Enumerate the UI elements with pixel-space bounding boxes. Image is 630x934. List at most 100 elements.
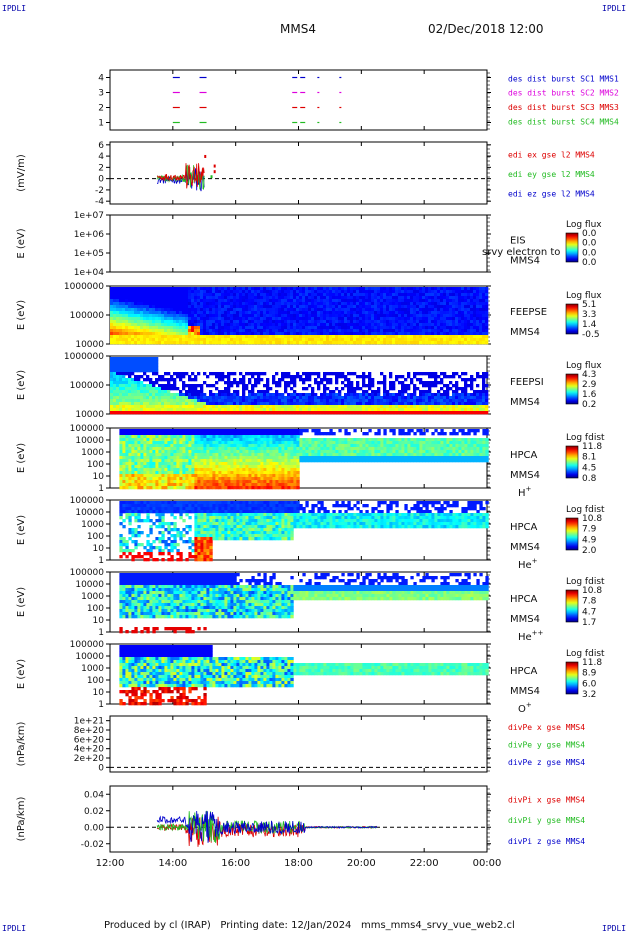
spectrogram-cell	[227, 465, 231, 469]
spectrogram-cell	[272, 326, 276, 330]
spectrogram-cell	[299, 290, 303, 294]
spectrogram-cell	[326, 338, 330, 342]
spectrogram-cell	[473, 341, 477, 345]
spectrogram-cell	[302, 381, 306, 385]
spectrogram-cell	[170, 456, 174, 460]
spectrogram-cell	[119, 384, 123, 388]
spectrogram-cell	[197, 323, 201, 327]
spectrogram-cell	[137, 453, 141, 457]
spectrogram-cell	[455, 335, 459, 339]
spectrogram-cell	[335, 329, 339, 333]
spectrogram-cell	[152, 305, 156, 309]
spectrogram-cell	[230, 453, 234, 457]
spectrogram-cell	[425, 399, 429, 403]
spectrogram-cell	[227, 477, 231, 481]
spectrogram-cell	[398, 314, 402, 318]
spectrogram-cell	[455, 290, 459, 294]
spectrogram-cell	[242, 402, 246, 406]
spectrogram-cell	[128, 399, 132, 403]
spectrogram-cell	[119, 435, 123, 439]
spectrogram-cell	[287, 399, 291, 403]
spectrogram-cell	[329, 378, 333, 382]
spectrogram-cell	[326, 396, 330, 400]
spectrogram-cell	[173, 338, 177, 342]
spectrogram-cell	[452, 372, 456, 376]
spectrogram-cell	[173, 326, 177, 330]
spectrogram-cell	[422, 290, 426, 294]
spectrogram-cell	[146, 311, 150, 315]
spectrogram-cell	[164, 468, 168, 472]
spectrogram-cell	[209, 296, 213, 300]
spectrogram-cell	[434, 402, 438, 406]
spectrogram-cell	[464, 411, 468, 415]
spectrogram-cell	[185, 323, 189, 327]
spectrogram-cell	[425, 317, 429, 321]
spectrogram-cell	[347, 323, 351, 327]
spectrogram-cell	[461, 317, 465, 321]
spectrogram-cell	[398, 308, 402, 312]
spectrogram-cell	[221, 296, 225, 300]
spectrogram-cell	[308, 311, 312, 315]
spectrogram-cell	[275, 372, 279, 376]
spectrogram-cell	[428, 314, 432, 318]
spectrogram-cell	[170, 296, 174, 300]
spectrogram-cell	[437, 402, 441, 406]
spectrogram-cell	[176, 396, 180, 400]
spectrogram-cell	[155, 290, 159, 294]
spectrogram-cell	[161, 311, 165, 315]
spectrogram-cell	[119, 378, 123, 382]
spectrogram-cell	[443, 314, 447, 318]
spectrogram-cell	[260, 314, 264, 318]
spectrogram-cell	[116, 317, 120, 321]
spectrogram-cell	[284, 287, 288, 291]
spectrogram-cell	[464, 320, 468, 324]
spectrogram-cell	[149, 332, 153, 336]
spectrogram-cell	[152, 314, 156, 318]
spectrogram-cell	[209, 444, 213, 448]
spectrogram-cell	[137, 311, 141, 315]
spectrogram-cell	[461, 299, 465, 303]
spectrogram-cell	[482, 332, 486, 336]
spectrogram-cell	[137, 438, 141, 442]
spectrogram-cell	[206, 468, 210, 472]
spectrogram-cell	[425, 314, 429, 318]
spectrogram-cell	[257, 402, 261, 406]
spectrogram-cell	[257, 381, 261, 385]
spectrogram-cell	[197, 341, 201, 345]
spectrogram-cell	[440, 338, 444, 342]
spectrogram-cell	[293, 405, 297, 409]
spectrogram-cell	[191, 311, 195, 315]
spectrogram-cell	[350, 405, 354, 409]
spectrogram-cell	[188, 456, 192, 460]
spectrogram-cell	[383, 378, 387, 382]
spectrogram-cell	[398, 317, 402, 321]
spectrogram-cell	[194, 459, 198, 463]
spectrogram-cell	[155, 459, 159, 463]
spectrogram-cell	[134, 287, 138, 291]
spectrogram-cell	[197, 462, 201, 466]
spectrogram-cell	[329, 393, 333, 397]
spectrogram-cell	[122, 486, 126, 490]
spectrogram-cell	[248, 317, 252, 321]
spectrogram-cell	[446, 287, 450, 291]
spectrogram-cell	[320, 378, 324, 382]
spectrogram-cell	[368, 293, 372, 297]
spectrogram-cell	[275, 314, 279, 318]
spectrogram-cell	[284, 293, 288, 297]
spectrogram-cell	[311, 335, 315, 339]
spectrogram-cell	[116, 357, 120, 361]
spectrogram-cell	[353, 305, 357, 309]
spectrogram-cell	[479, 314, 483, 318]
spectrogram-cell	[353, 396, 357, 400]
spectrogram-cell	[344, 302, 348, 306]
spectrogram-cell	[362, 317, 366, 321]
spectrogram-cell	[383, 384, 387, 388]
spectrogram-cell	[401, 305, 405, 309]
spectrogram-cell	[146, 405, 150, 409]
spectrogram-cell	[380, 299, 384, 303]
spectrogram-cell	[260, 411, 264, 415]
spectrogram-cell	[353, 326, 357, 330]
spectrogram-cell	[470, 378, 474, 382]
spectrogram-cell	[350, 293, 354, 297]
spectrogram-cell	[287, 396, 291, 400]
